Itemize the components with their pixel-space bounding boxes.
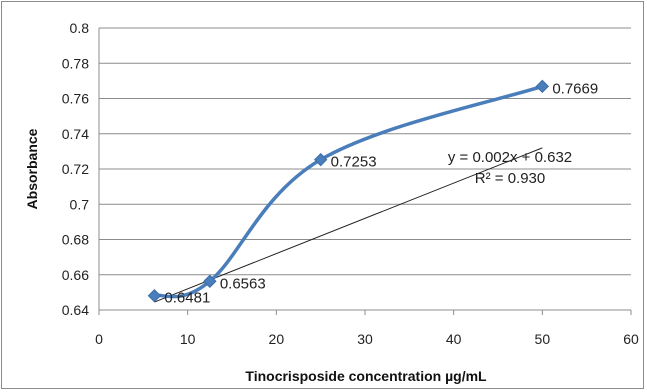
x-tick-label: 10 bbox=[180, 331, 196, 347]
trendline bbox=[154, 147, 543, 303]
y-tick-label: 0.72 bbox=[62, 161, 89, 177]
y-axis-title: Absorbance bbox=[24, 128, 40, 209]
data-point bbox=[313, 152, 328, 167]
data-labels: 0.6481 0.6563 0.7253 0.7669 bbox=[164, 80, 598, 306]
x-tick-label: 30 bbox=[357, 331, 373, 347]
y-tick-label: 0.8 bbox=[70, 20, 90, 36]
data-label: 0.6481 bbox=[164, 290, 210, 307]
x-axis-title: Tinocrisposide concentration µg/mL bbox=[245, 368, 487, 384]
x-tick-label: 20 bbox=[269, 331, 285, 347]
data-point bbox=[203, 274, 217, 288]
y-tick-label: 0.74 bbox=[62, 126, 89, 142]
x-tick-label: 0 bbox=[95, 331, 103, 347]
x-axis-ticks: 0 10 20 30 40 50 60 bbox=[95, 310, 639, 347]
series-line bbox=[152, 84, 545, 299]
y-tick-label: 0.68 bbox=[62, 232, 89, 248]
y-axis-ticks: 0.64 0.66 0.68 0.7 0.72 0.74 0.76 0.78 0.8 bbox=[62, 20, 89, 318]
x-tick-label: 50 bbox=[535, 331, 551, 347]
data-label: 0.7669 bbox=[552, 80, 598, 97]
y-tick-label: 0.76 bbox=[62, 91, 89, 107]
data-label: 0.6563 bbox=[220, 275, 266, 292]
trendline-equation: y = 0.002x + 0.632 bbox=[448, 149, 572, 166]
y-tick-label: 0.64 bbox=[62, 302, 89, 318]
data-point bbox=[147, 289, 162, 303]
series-absorbance bbox=[147, 79, 550, 303]
y-tick-label: 0.78 bbox=[62, 55, 89, 71]
data-label: 0.7253 bbox=[331, 154, 377, 171]
trendline-r-squared: R² = 0.930 bbox=[475, 170, 545, 187]
data-point bbox=[535, 79, 550, 94]
y-tick-label: 0.7 bbox=[70, 196, 90, 212]
linear-trendline bbox=[154, 147, 543, 303]
x-tick-label: 40 bbox=[446, 331, 462, 347]
y-tick-label: 0.66 bbox=[62, 267, 89, 283]
x-tick-label: 60 bbox=[623, 331, 639, 347]
